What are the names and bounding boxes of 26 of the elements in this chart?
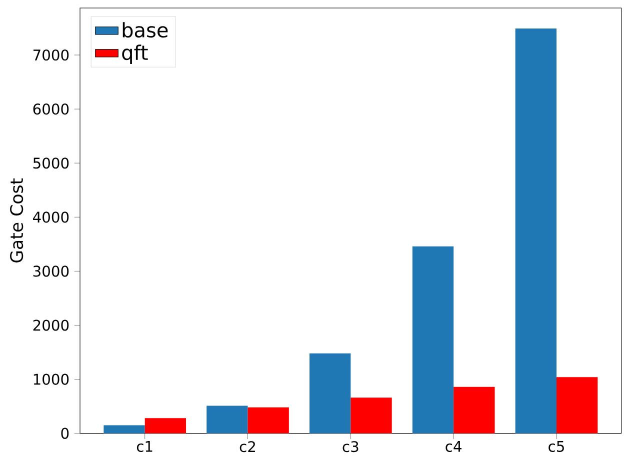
y-tick-label: 5000	[33, 158, 69, 169]
y-tick-label: 0	[61, 428, 69, 439]
legend-label: qft	[122, 44, 148, 64]
bar	[515, 28, 556, 434]
y-tick-label: 7000	[33, 49, 69, 61]
bar	[144, 418, 186, 434]
bar	[104, 425, 145, 434]
x-tick-label: c4	[446, 441, 462, 452]
bar	[412, 246, 454, 434]
bar	[248, 407, 289, 434]
y-axis-title: Gate Cost	[10, 178, 24, 262]
bar	[556, 377, 598, 434]
legend-label: base	[122, 22, 168, 38]
y-tick-label: 4000	[32, 212, 69, 223]
bar	[350, 398, 392, 434]
bar	[454, 386, 495, 434]
x-tick-label: c5	[548, 441, 564, 452]
x-tick-label: c1	[136, 441, 152, 452]
x-tick-label: c2	[240, 441, 255, 452]
bar	[206, 406, 248, 434]
y-tick-label: 6000	[33, 104, 69, 115]
bar	[310, 353, 351, 434]
y-tick-label: 2000	[33, 320, 69, 331]
y-tick-label: 1000	[34, 374, 69, 385]
y-tick-label: 3000	[33, 266, 69, 277]
x-tick-label: c3	[342, 441, 358, 452]
